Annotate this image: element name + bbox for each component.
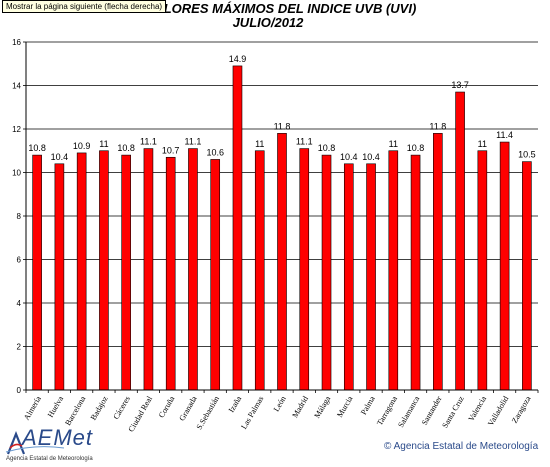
bar — [54, 163, 65, 391]
bar-value-label: 11.8 — [274, 121, 291, 131]
bar-value-label: 10.8 — [117, 143, 135, 153]
bar-value-label: 10.8 — [318, 143, 336, 153]
bar-value-label: 11 — [478, 139, 487, 149]
bar — [254, 150, 265, 391]
bar — [477, 150, 488, 391]
bar-value-label: 11.1 — [185, 137, 202, 147]
x-category-label: Las Palmas — [239, 395, 265, 431]
bar-value-label: 14.9 — [229, 54, 247, 64]
bar — [410, 154, 421, 391]
x-category-label: Almería — [22, 394, 43, 422]
y-tick-label: 10 — [12, 169, 21, 178]
x-category-label: Santa Cruz — [440, 394, 466, 429]
bar-value-label: 11.8 — [429, 121, 446, 131]
bar-value-label: 10.4 — [362, 152, 380, 162]
x-category-label: Izaña — [227, 394, 244, 414]
y-tick-label: 6 — [17, 256, 22, 265]
bar — [165, 156, 176, 391]
bar — [121, 154, 131, 391]
x-category-label: Coruña — [157, 394, 177, 419]
bar-value-label: 13.7 — [451, 80, 469, 90]
bar-value-label: 10.7 — [162, 145, 180, 155]
bar — [366, 163, 376, 391]
x-category-label: Cáceres — [111, 395, 131, 421]
bar-value-label: 10.5 — [518, 150, 536, 160]
chart-subtitle: JULIO/2012 — [233, 15, 305, 30]
bar-value-label: 10.6 — [206, 147, 224, 157]
y-tick-label: 16 — [12, 38, 21, 47]
bar — [433, 133, 443, 391]
bar — [343, 163, 354, 391]
y-tick-label: 2 — [17, 343, 22, 352]
logo-text: AEMet — [22, 425, 94, 450]
bars — [32, 65, 532, 391]
bar-value-label: 11.4 — [496, 130, 513, 140]
bar — [188, 148, 198, 391]
x-category-label: Valladolid — [486, 395, 510, 428]
bar — [210, 159, 221, 391]
x-category-label: Murcia — [335, 394, 355, 419]
x-category-label: Salamanca — [396, 394, 421, 429]
bar-value-label: 10.4 — [51, 152, 69, 162]
bar-value-label: 10.9 — [73, 141, 91, 151]
x-category-label: Santander — [420, 394, 444, 426]
bar — [32, 154, 42, 391]
bar-value-label: 11 — [255, 139, 264, 149]
bar — [99, 150, 109, 391]
bar-value-label: 10.8 — [407, 143, 425, 153]
y-axis: 0 2 4 6 8 10 12 14 16 — [12, 38, 27, 395]
bar — [143, 148, 154, 391]
tooltip: Mostrar la página siguiente (flecha dere… — [2, 0, 167, 13]
bar — [277, 133, 287, 391]
bar-value-label: 11 — [389, 139, 398, 149]
x-category-label: Granada — [177, 394, 199, 422]
bar-value-label: 10.4 — [340, 152, 358, 162]
copyright-text: © Agencia Estatal de Meteorología — [384, 441, 539, 452]
bar — [76, 152, 87, 391]
x-category-label: Málaga — [312, 394, 332, 420]
bar-value-label: 10.8 — [28, 143, 46, 153]
bar — [455, 91, 465, 391]
y-tick-label: 14 — [12, 82, 21, 91]
logo-subtitle: Agencia Estatal de Meteorología — [6, 456, 93, 462]
x-category-label: León — [272, 395, 288, 414]
x-category-label: Huelva — [46, 394, 66, 419]
y-tick-label: 8 — [17, 212, 22, 221]
aemet-logo-icon — [5, 431, 65, 455]
value-labels: 10.8 10.4 10.9 11 10.8 11.1 10.7 11.1 10.6 14.9 11… — [28, 54, 535, 162]
x-category-label: Barcelona — [63, 394, 87, 427]
bar-value-label: 11.1 — [296, 137, 313, 147]
y-tick-label: 12 — [12, 125, 21, 134]
x-category-label: Zaragoza — [510, 394, 533, 425]
bar-value-label: 11.1 — [140, 137, 157, 147]
x-category-label: S.Sebastián — [195, 395, 221, 432]
x-category-label: Tarragona — [375, 394, 399, 427]
x-category-label: Badajoz — [89, 394, 110, 422]
bar — [499, 141, 510, 391]
x-category-label: Valencia — [467, 394, 489, 423]
x-category-label: Madrid — [290, 395, 310, 420]
bar — [321, 154, 332, 391]
bar — [299, 148, 310, 391]
bar — [522, 161, 532, 391]
x-category-label: Palma — [359, 394, 377, 416]
y-tick-label: 4 — [17, 299, 22, 308]
bar-value-label: 11 — [99, 139, 108, 149]
chart-title: LORES MÁXIMOS DEL INDICE UVB (UVI) — [164, 1, 417, 16]
bar — [388, 150, 399, 391]
y-tick-label: 0 — [17, 386, 22, 395]
bar — [232, 65, 243, 391]
